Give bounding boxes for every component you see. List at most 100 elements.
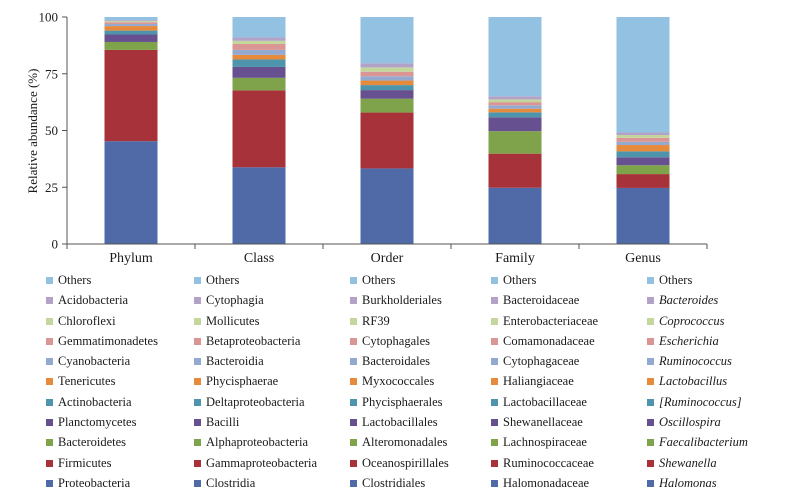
legend-item: Firmicutes <box>46 453 204 473</box>
legend-item: Faecalibacterium <box>647 432 787 452</box>
legend-item: Actinobacteria <box>46 392 204 412</box>
bar-stack-class <box>232 17 286 244</box>
legend-swatch <box>491 479 498 487</box>
legend-label: Escherichia <box>659 333 719 348</box>
legend-item: Alteromonadales <box>350 432 508 452</box>
legend-label: Alphaproteobacteria <box>206 435 309 450</box>
legend-label: Phycisphaerales <box>362 394 443 409</box>
legend-label: Acidobacteria <box>58 293 129 308</box>
legend-swatch <box>194 297 201 305</box>
legend-swatch <box>194 459 201 467</box>
bar-segment-clostridiales <box>360 168 414 244</box>
legend-item: Enterobacteriaceae <box>491 311 649 331</box>
legend-label: Oscillospira <box>659 415 721 430</box>
legend-swatch <box>647 459 654 467</box>
x-tick-label: Genus <box>625 251 661 266</box>
bar-segment-bacteroides <box>616 132 670 136</box>
bar-segment-gemmatimonadetes <box>104 22 158 25</box>
legend-swatch <box>350 358 357 366</box>
bar-segment-chloroflexi <box>104 21 158 23</box>
legend-swatch <box>350 297 357 305</box>
legend-swatch <box>194 277 201 284</box>
legend-item: Mollicutes <box>194 311 352 331</box>
bar-segment-bacteroidetes <box>104 41 158 50</box>
legend-label: Betaproteobacteria <box>206 333 301 348</box>
legend-label: Haliangiaceae <box>503 374 574 389</box>
bar-segment-clostridia <box>232 167 286 244</box>
legend-item: Lactobacillaceae <box>491 392 649 412</box>
legend-item: [Ruminococcus] <box>647 392 787 412</box>
y-axis-label: Relative abundance (%) <box>25 69 40 194</box>
legend-label: Proteobacteria <box>58 475 131 490</box>
legend-item: Gemmatimonadetes <box>46 331 204 351</box>
legend-swatch <box>491 419 498 427</box>
legend-label: Cytophagaceae <box>503 354 580 369</box>
legend-item: Bacteroidaceae <box>491 290 649 310</box>
legend-swatch <box>350 398 357 406</box>
bar-segment-lachnospiraceae <box>488 131 542 154</box>
legend-item: Haliangiaceae <box>491 371 649 391</box>
legend-item: Others <box>350 270 508 290</box>
legend-label: Clostridiales <box>362 475 426 490</box>
legend-item: Others <box>491 270 649 290</box>
bar-segment-faecalibacterium <box>616 165 670 175</box>
bar-segment-planctomycetes <box>104 34 158 42</box>
bar-segment-gammaproteobacteria <box>232 90 286 168</box>
bar-segment-others <box>616 17 670 133</box>
bar-segment-comamonadaceae <box>488 102 542 106</box>
x-tick-label: Phylum <box>109 251 153 266</box>
legend-item: Chloroflexi <box>46 311 204 331</box>
bar-segment-bacteroidia <box>232 49 286 55</box>
legend-item: Phycisphaerae <box>194 371 352 391</box>
bar-segment-tenericutes <box>104 26 158 31</box>
legend-label: Burkholderiales <box>362 293 442 308</box>
legend-swatch <box>647 479 654 487</box>
legend-swatch <box>350 277 357 284</box>
bar-segment-myxococcales <box>360 80 414 86</box>
legend-label: Coprococcus <box>659 313 725 328</box>
y-tick-label: 75 <box>45 66 58 81</box>
legend-item: Clostridia <box>194 473 352 493</box>
legend-item: Cyanobacteria <box>46 351 204 371</box>
x-tick-label: Class <box>244 251 274 266</box>
legend-item: Tenericutes <box>46 371 204 391</box>
legend-label: Others <box>659 273 693 287</box>
legend-swatch <box>194 439 201 447</box>
legend-swatch <box>647 358 654 366</box>
bar-segment-bacilli <box>232 66 286 78</box>
x-tick-label: Family <box>495 251 535 266</box>
legend-swatch <box>46 398 53 406</box>
bar-segment-bacteroidaceae <box>488 96 542 100</box>
bar-segment-alphaproteobacteria <box>232 77 286 91</box>
legend-label: Others <box>362 273 396 287</box>
bar-segment-haliangiaceae <box>488 108 542 113</box>
legend-item: Lactobacillus <box>647 371 787 391</box>
legend-label: Oceanospirillales <box>362 455 449 470</box>
bar-segment-burkholderiales <box>360 63 414 68</box>
bar-segment-enterobacteriaceae <box>488 99 542 103</box>
legend-item: Acidobacteria <box>46 290 204 310</box>
legend-item: Comamonadaceae <box>491 331 649 351</box>
legend-swatch <box>46 439 53 447</box>
legend-column-genus: Others Bacteroides Coprococcus Escherichia R… <box>647 270 787 493</box>
legend-swatch <box>491 277 498 284</box>
legend-item: Bacteroides <box>647 290 787 310</box>
legend-item: Gammaproteobacteria <box>194 453 352 473</box>
legend-swatch <box>46 317 53 325</box>
legend-label: Gammaproteobacteria <box>206 455 318 470</box>
bar-segment-ruminococcaceae <box>488 153 542 188</box>
bar-segment-actinobacteria <box>104 30 158 35</box>
legend-item: Shewanella <box>647 453 787 473</box>
legend-label: Lactobacillus <box>659 374 728 389</box>
bar-segment-proteobacteria <box>104 141 158 244</box>
bar-segment-deltaproteobacteria <box>232 59 286 67</box>
legend-item: Planctomycetes <box>46 412 204 432</box>
legend-label: Halomonas <box>659 475 717 490</box>
legend-column-class: Others Cytophagia Mollicutes Betaproteobact… <box>194 270 352 493</box>
bar-segment-escherichia <box>616 137 670 142</box>
legend-swatch <box>350 317 357 325</box>
bar-stack-family <box>488 17 542 244</box>
bar-segment-others <box>488 17 542 97</box>
legend-swatch <box>350 378 357 386</box>
legend-swatch <box>194 419 201 427</box>
